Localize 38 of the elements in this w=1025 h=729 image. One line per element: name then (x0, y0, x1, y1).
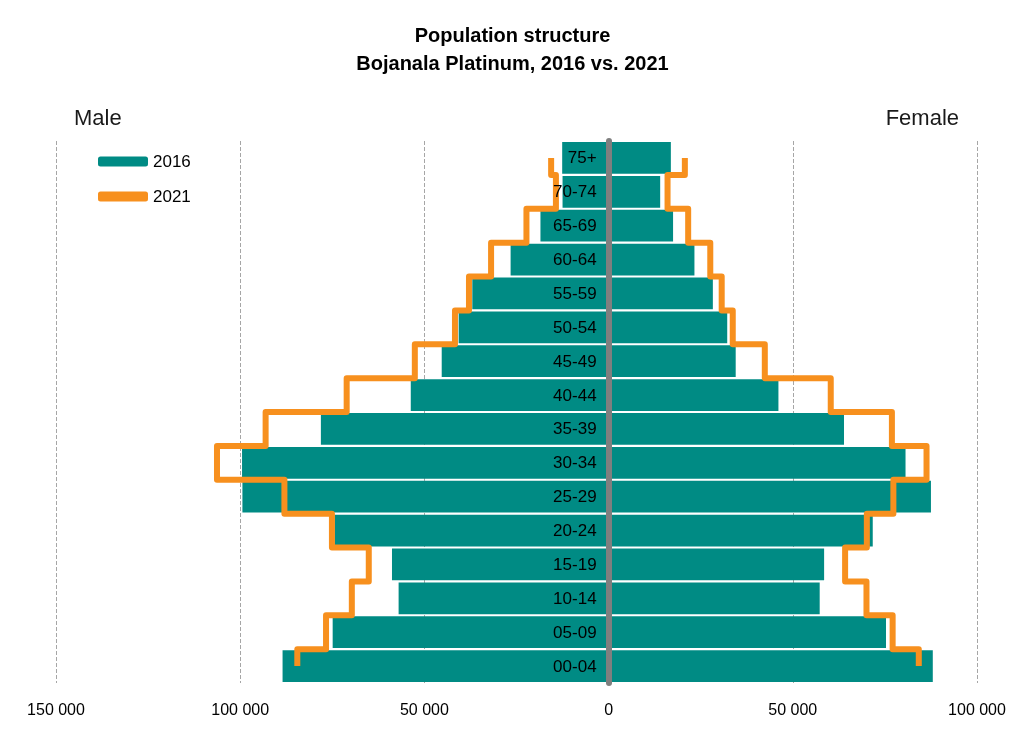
y-tick-label: 50-54 (553, 317, 597, 337)
y-tick-label: 75+ (567, 148, 597, 168)
legend-label: 2021 (153, 187, 191, 206)
bar (458, 311, 609, 344)
x-tick-label: 50 000 (768, 700, 818, 718)
chart-subtitle: Bojanala Platinum, 2016 vs. 2021 (356, 52, 669, 74)
x-tick-label: 0 (604, 700, 614, 718)
y-tick-label: 20-24 (553, 521, 597, 541)
y-tick-label: 40-44 (553, 385, 597, 405)
bar (242, 446, 609, 479)
y-tick-label: 45-49 (553, 351, 597, 371)
chart-title: Population structure (414, 24, 611, 46)
legend-label: 2016 (153, 152, 191, 171)
bar (242, 480, 609, 513)
x-tick-label: 150 000 (27, 700, 86, 718)
bar (391, 548, 609, 581)
y-tick-label: 55-59 (553, 283, 597, 303)
bar (410, 379, 609, 411)
y-tick-label: 35-39 (553, 419, 597, 439)
bar (441, 345, 609, 378)
bar (334, 514, 609, 547)
bar (282, 650, 609, 682)
text: Male (74, 104, 122, 130)
y-tick-label: 60-64 (553, 250, 597, 270)
y-tick-label: 25-29 (553, 487, 597, 507)
y-tick-label: 15-19 (553, 554, 597, 574)
y-tick-label: 00-04 (553, 656, 597, 676)
bar (320, 413, 609, 445)
y-tick-label: 65-69 (553, 216, 597, 236)
y-tick-label: 30-34 (553, 453, 597, 473)
x-tick-label: 50 000 (399, 700, 449, 718)
x-tick-label: 100 000 (948, 700, 1007, 718)
x-tick-label: 100 000 (211, 700, 270, 718)
y-tick-label: 05-09 (553, 622, 597, 642)
bar (398, 582, 609, 615)
y-tick-label: 10-14 (553, 588, 597, 608)
text: Female (885, 104, 959, 130)
bar (332, 616, 609, 649)
